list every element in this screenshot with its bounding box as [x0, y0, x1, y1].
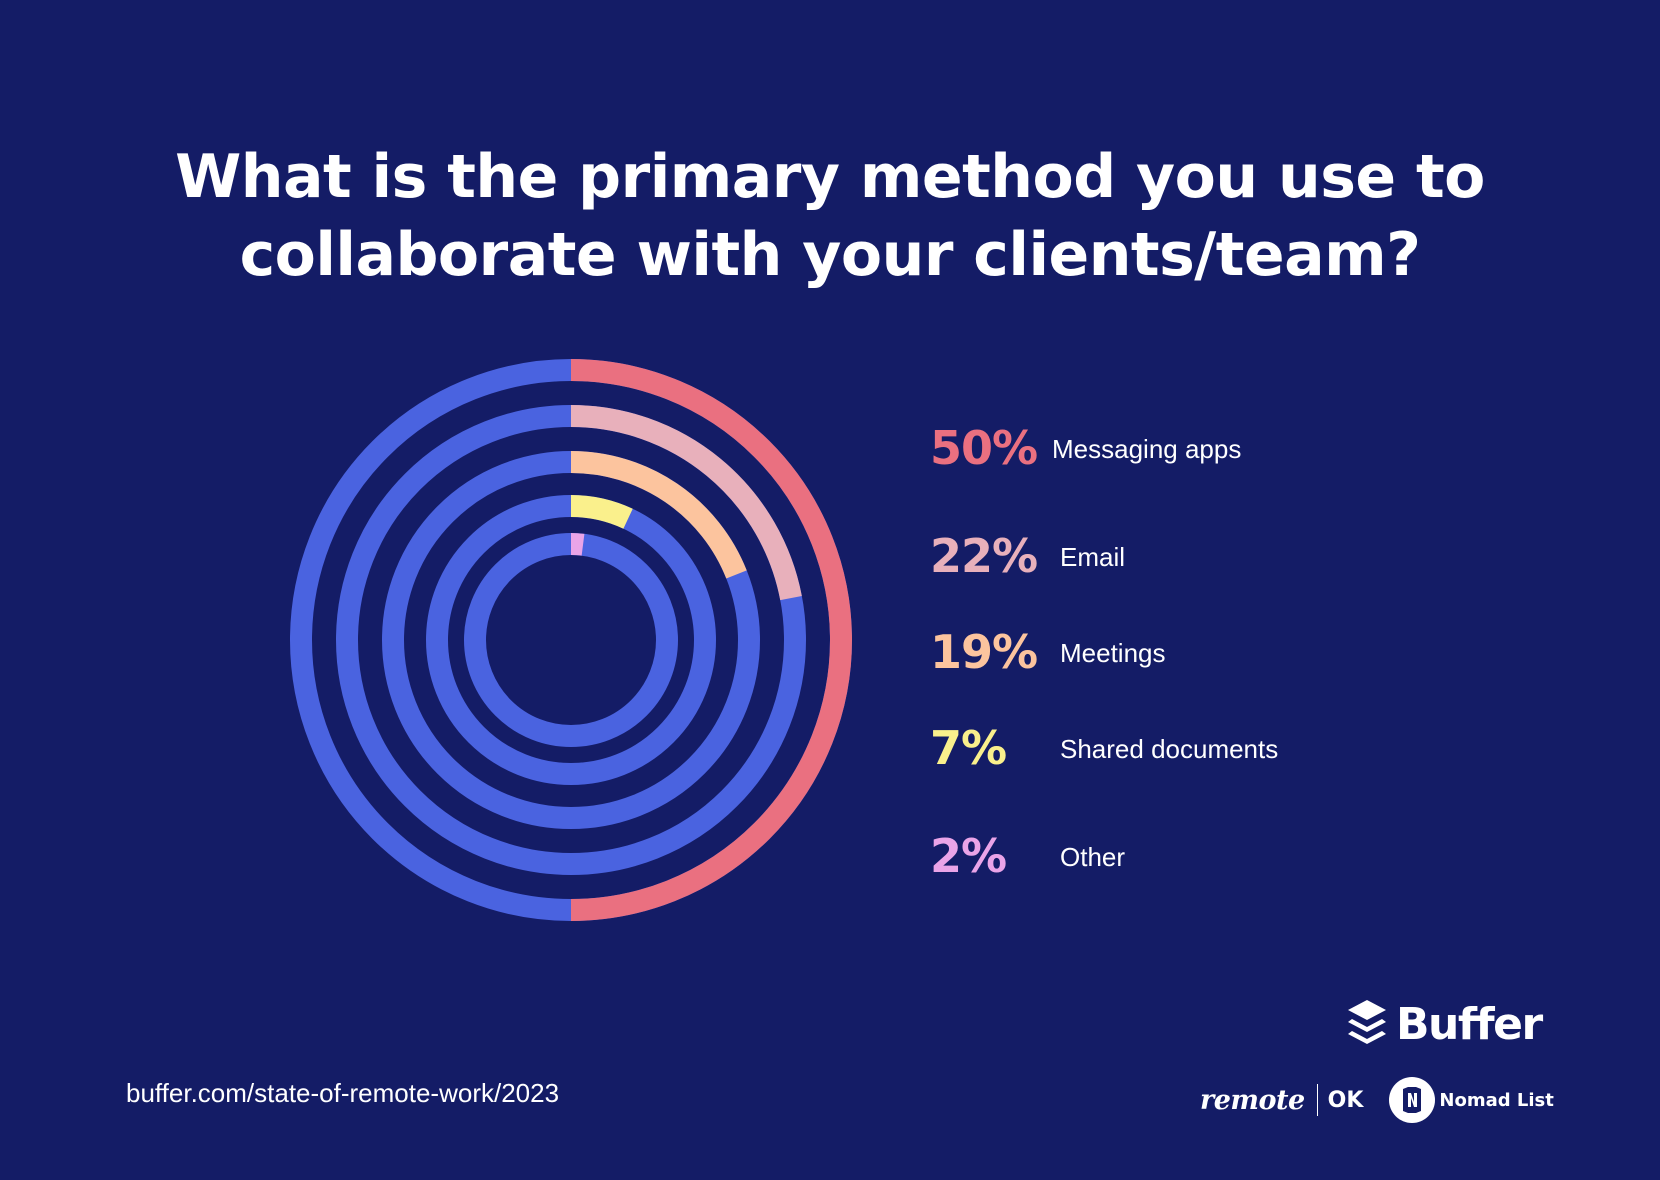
ring-arc-meetings: [570, 451, 747, 579]
legend-value-shared-documents: 7%: [930, 721, 1007, 775]
chart-title-line-2: collaborate with your clients/team?: [239, 220, 1421, 290]
buffer-logo: Buffer: [1346, 996, 1543, 1052]
legend-value-meetings: 19%: [930, 625, 1038, 679]
chart-title-line-1: What is the primary method you use to: [175, 142, 1485, 212]
remote-ok-logo-remote: remote: [1200, 1084, 1305, 1116]
nomad-list-icon: [1389, 1077, 1436, 1123]
ring-arc-other: [570, 533, 585, 556]
buffer-wordmark: Buffer: [1396, 998, 1543, 1050]
legend-label-shared-documents: Shared documents: [1060, 734, 1279, 764]
ring-arc-messaging-apps: [570, 359, 852, 921]
ring-track-other: [464, 533, 678, 747]
nomad-list-wordmark: Nomad List: [1439, 1089, 1554, 1111]
source-link[interactable]: buffer.com/state-of-remote-work/2023: [126, 1078, 560, 1108]
ring-arc-shared-documents: [570, 495, 633, 529]
partner-divider: [1316, 1084, 1318, 1116]
legend-value-other: 2%: [930, 829, 1007, 883]
remote-ok-logo-ok: OK: [1327, 1087, 1364, 1113]
legend-label-meetings: Meetings: [1060, 638, 1166, 668]
chart-title: What is the primary method you use to co…: [100, 138, 1560, 294]
legend-label-messaging-apps: Messaging apps: [1052, 434, 1242, 464]
legend-label-email: Email: [1060, 542, 1126, 572]
legend-value-messaging-apps: 50%: [930, 421, 1038, 475]
buffer-layers-icon: [1348, 1000, 1386, 1044]
partner-logos: remote OK Nomad List: [1200, 1075, 1554, 1125]
ring-arc-email: [570, 405, 802, 601]
legend-label-other: Other: [1060, 842, 1126, 872]
legend-value-email: 22%: [930, 529, 1038, 583]
